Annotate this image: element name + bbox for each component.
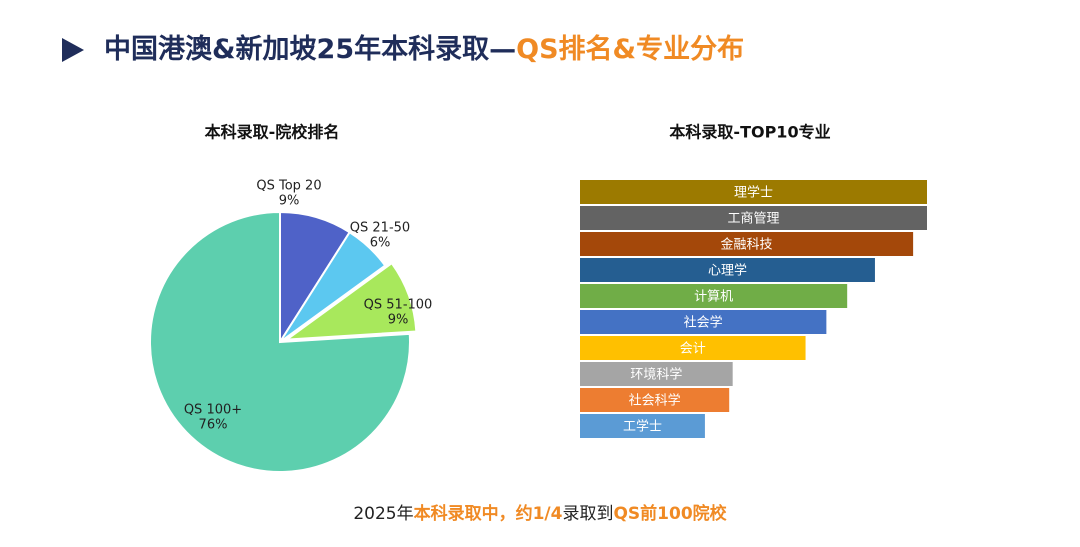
slice-value-label: 9%: [279, 194, 300, 209]
footer: 2025年本科录取中，约1/4录取到QS前100院校: [353, 503, 727, 524]
bar-label: 会计: [680, 342, 706, 357]
bar: [580, 232, 914, 256]
bar-label: 社会学: [684, 315, 723, 331]
bar: [580, 388, 730, 412]
slice-label: QS 21-50: [350, 221, 410, 236]
title-highlight: QS排名&专业分布: [516, 33, 744, 65]
bar-label: 社会科学: [629, 393, 681, 409]
bar-label: 计算机: [694, 290, 733, 305]
bar: [580, 258, 875, 282]
footer-highlight: 本科录取中，约1/4: [414, 503, 563, 524]
bar: [580, 206, 927, 230]
pie-slice: [283, 261, 418, 341]
slice-label: QS Top 20: [256, 179, 321, 194]
slice-value-label: 76%: [199, 418, 228, 433]
slice-label: QS 100+: [184, 403, 242, 418]
bar-label: 工学士: [623, 419, 662, 435]
footer-text: 2025年: [353, 504, 413, 524]
pie-slice: [279, 230, 387, 343]
chart-title: 本科录取-TOP10专业: [669, 123, 830, 142]
bar: [580, 284, 848, 308]
bar: [580, 180, 927, 204]
slice-value-label: 9%: [388, 313, 409, 328]
footer-highlight: QS前100院校: [613, 503, 727, 524]
title-main: 中国港澳&新加坡25年本科录取—: [104, 33, 516, 65]
title-arrow: [62, 38, 84, 62]
bar-label: 环境科学: [630, 367, 682, 383]
bar-label: 心理学: [708, 263, 747, 279]
bar: [580, 414, 705, 438]
bar: [580, 310, 827, 334]
bar-label: 理学士: [734, 185, 773, 201]
bar-label: 工商管理: [727, 212, 779, 227]
slice-label: QS 51-100: [364, 298, 433, 313]
footer-text: 录取到: [562, 504, 613, 524]
slice-value-label: 6%: [370, 236, 391, 251]
bar-label: 金融科技: [721, 237, 773, 253]
slide-title: 中国港澳&新加坡25年本科录取—QS排名&专业分布: [104, 33, 744, 65]
bar: [580, 362, 733, 386]
pie-slice: [149, 210, 411, 473]
bar: [580, 336, 806, 360]
chart-title: 本科录取-院校排名: [205, 123, 340, 142]
